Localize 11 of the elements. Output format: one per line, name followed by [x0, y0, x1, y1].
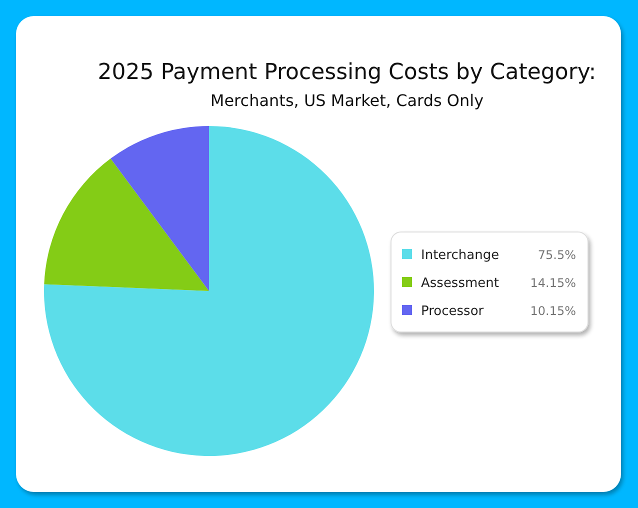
pie-slice	[110, 126, 209, 291]
chart-subtitle: Merchants, US Market, Cards Only	[210, 91, 484, 110]
legend-label: Assessment	[421, 276, 499, 291]
pie-slice	[44, 126, 374, 456]
data-label: 10.15%	[530, 304, 576, 318]
data-label: 75.5%	[538, 248, 576, 262]
pie-slice	[44, 158, 209, 291]
legend-label: Processor	[421, 304, 484, 319]
legend-label: Interchange	[421, 248, 500, 263]
chart-title: 2025 Payment Processing Costs by Category:	[98, 60, 596, 85]
data-label: 14.15%	[530, 276, 576, 290]
